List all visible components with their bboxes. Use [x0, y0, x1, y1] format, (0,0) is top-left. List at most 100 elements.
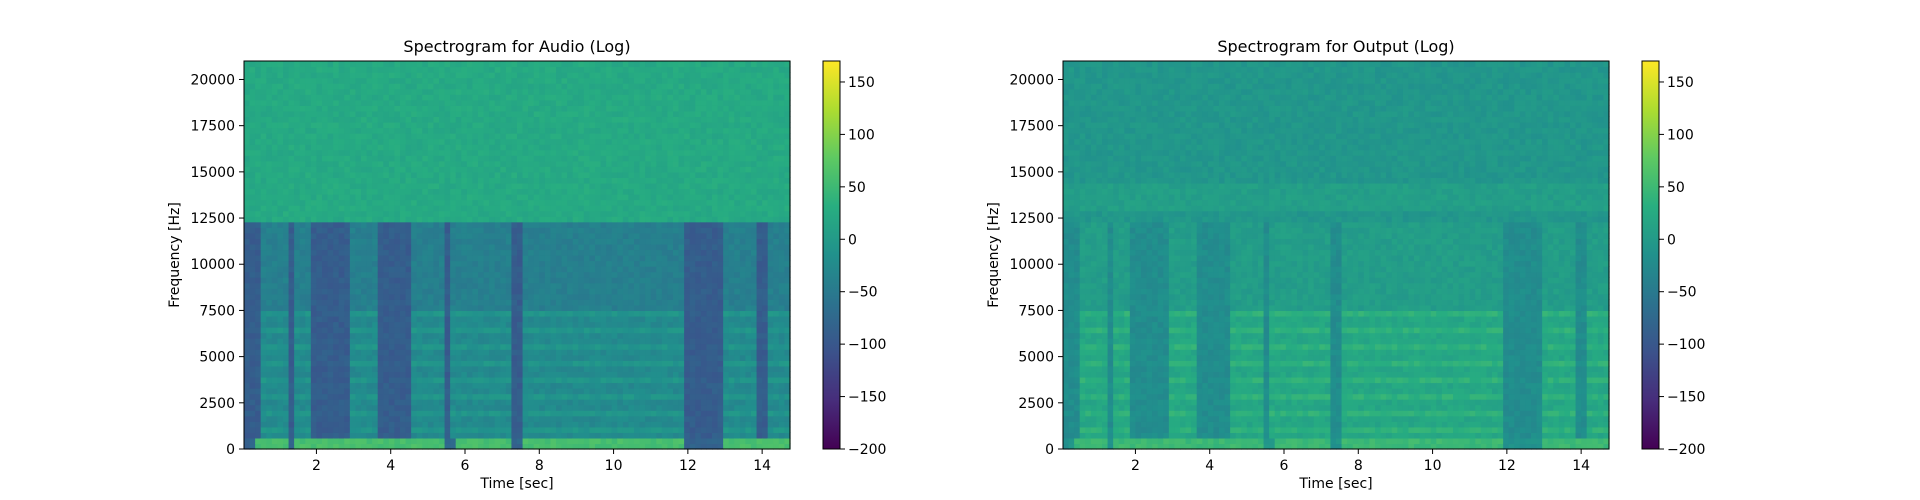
heatmap-cell [427, 227, 435, 234]
heatmap-cell [277, 382, 284, 389]
heatmap-cell [500, 227, 507, 234]
heatmap-cell [427, 166, 435, 173]
heatmap-cell [578, 144, 585, 151]
heatmap-cell [283, 271, 290, 278]
heatmap-cell [249, 443, 256, 450]
heatmap-cell [310, 443, 318, 450]
heatmap-cell [533, 277, 540, 284]
heatmap-cell [344, 332, 351, 339]
heatmap-cell [372, 327, 379, 334]
heatmap-cell [405, 66, 412, 73]
heatmap-cell [349, 288, 357, 295]
heatmap-cell [377, 299, 384, 306]
heatmap-cell [461, 66, 468, 73]
heatmap-cell [578, 160, 585, 167]
heatmap-cell [411, 243, 418, 251]
heatmap-cell [244, 443, 251, 450]
heatmap-cell [260, 105, 267, 112]
heatmap-cell [561, 365, 568, 372]
heatmap-cell [383, 338, 390, 345]
heatmap-cell [400, 310, 407, 317]
heatmap-cell [383, 205, 390, 212]
heatmap-cell [600, 166, 607, 173]
heatmap-cell [361, 83, 368, 90]
heatmap-cell [561, 194, 568, 201]
heatmap-cell [433, 61, 440, 68]
heatmap-cell [461, 77, 468, 84]
heatmap-cell [478, 116, 485, 123]
heatmap-cell [539, 205, 546, 212]
heatmap-cell [511, 299, 518, 306]
heatmap-cell [372, 354, 379, 361]
heatmap-cell [550, 404, 557, 411]
heatmap-cell [494, 227, 501, 234]
heatmap-cell [556, 327, 563, 334]
heatmap-cell [589, 110, 596, 118]
heatmap-cell [310, 177, 318, 184]
heatmap-cell [249, 133, 256, 140]
heatmap-cell [483, 138, 490, 145]
heatmap-cell [344, 138, 351, 145]
heatmap-cell [578, 249, 585, 256]
heatmap-cell [583, 121, 591, 129]
heatmap-cell [589, 94, 596, 101]
heatmap-cell [489, 133, 496, 140]
heatmap-cell [338, 293, 345, 300]
heatmap-cell [322, 315, 329, 323]
heatmap-cell [411, 238, 418, 245]
heatmap-cell [489, 260, 496, 267]
heatmap-cell [377, 277, 384, 284]
heatmap-cell [366, 260, 373, 267]
heatmap-cell [622, 277, 630, 284]
heatmap-cell [544, 216, 552, 223]
heatmap-cell [617, 171, 624, 178]
heatmap-cell [283, 243, 290, 251]
heatmap-cell [310, 354, 318, 361]
heatmap-cell [606, 399, 613, 406]
heatmap-cell [511, 160, 518, 167]
heatmap-cell [611, 127, 618, 134]
heatmap-cell [550, 327, 557, 334]
heatmap-cell [388, 66, 396, 73]
heatmap-cell [355, 360, 362, 367]
heatmap-cell [322, 210, 329, 217]
heatmap-cell [617, 315, 624, 323]
heatmap-cell [639, 304, 646, 312]
heatmap-cell [595, 310, 602, 317]
heatmap-cell [377, 133, 384, 140]
heatmap-cell [567, 443, 574, 450]
heatmap-cell [433, 205, 440, 212]
heatmap-cell [583, 388, 591, 395]
heatmap-cell [589, 399, 596, 406]
heatmap-cell [271, 293, 279, 300]
heatmap-cell [271, 232, 279, 239]
heatmap-cell [617, 238, 624, 245]
heatmap-cell [422, 437, 429, 445]
heatmap-cell [249, 404, 256, 411]
heatmap-cell [444, 437, 451, 445]
heatmap-cell [283, 382, 290, 389]
heatmap-cell [383, 315, 390, 323]
heatmap-cell [533, 61, 540, 68]
heatmap-cell [472, 266, 479, 273]
heatmap-cell [634, 288, 641, 295]
heatmap-cell [316, 360, 323, 367]
heatmap-cell [450, 426, 457, 433]
heatmap-cell [444, 365, 451, 372]
heatmap-cell [349, 304, 357, 312]
heatmap-cell [617, 282, 624, 289]
heatmap-cell [550, 138, 557, 145]
heatmap-cell [416, 99, 423, 106]
heatmap-cell [567, 88, 574, 95]
heatmap-cell [539, 315, 546, 323]
heatmap-cell [578, 288, 585, 295]
heatmap-cell [372, 216, 379, 223]
heatmap-cell [500, 260, 507, 267]
heatmap-cell [333, 432, 340, 439]
heatmap-cell [388, 293, 396, 300]
heatmap-cell [260, 371, 267, 378]
heatmap-cell [266, 105, 273, 112]
heatmap-cell [550, 343, 557, 350]
heatmap-cell [377, 72, 384, 79]
heatmap-cell [561, 310, 568, 317]
